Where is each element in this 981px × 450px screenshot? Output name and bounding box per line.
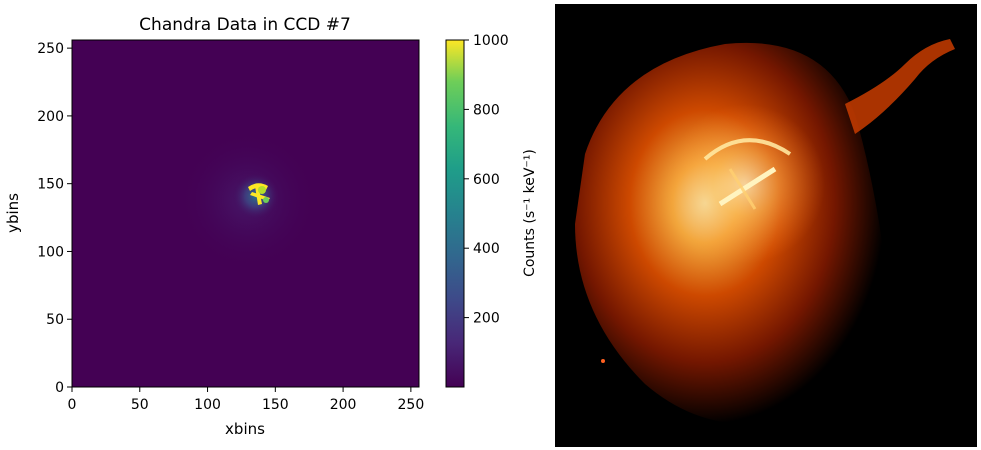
x-axis-ticks: 0 50 100 150 200 250 [68,387,425,413]
y-tick-label: 0 [55,380,64,396]
y-tick-label: 150 [37,177,64,193]
colorbar-ticks: 200 400 600 800 1000 [464,33,509,327]
colorbar: 200 400 600 800 1000 Counts (s⁻¹ keV⁻¹) [445,33,538,388]
colorbar-label: Counts (s⁻¹ keV⁻¹) [522,149,538,277]
y-axis-label: ybins [4,193,22,233]
bright-core [248,183,270,205]
x-tick-label: 100 [194,397,221,413]
plot-area [71,39,420,388]
x-axis-label: xbins [225,420,265,438]
chart-title: Chandra Data in CCD #7 [139,15,351,35]
plot-frame [71,39,420,388]
x-tick-label: 50 [131,397,149,413]
colorbar-tick-label: 200 [473,311,500,327]
y-tick-label: 250 [37,41,64,57]
y-tick-label: 200 [37,109,64,125]
colorbar-tick-label: 600 [473,172,500,188]
x-tick-label: 200 [330,397,357,413]
y-axis-ticks: 0 50 100 150 200 250 [37,41,72,396]
x-tick-label: 0 [68,397,77,413]
y-tick-label: 50 [46,312,64,328]
x-tick-label: 150 [262,397,289,413]
colorbar-gradient [445,39,465,388]
x-tick-label: 250 [398,397,425,413]
xray-nebula-image [555,4,977,447]
colorbar-tick-label: 400 [473,241,500,257]
y-tick-label: 100 [37,244,64,260]
colorbar-tick-label: 800 [473,102,500,118]
colorbar-tick-label: 1000 [473,33,509,49]
